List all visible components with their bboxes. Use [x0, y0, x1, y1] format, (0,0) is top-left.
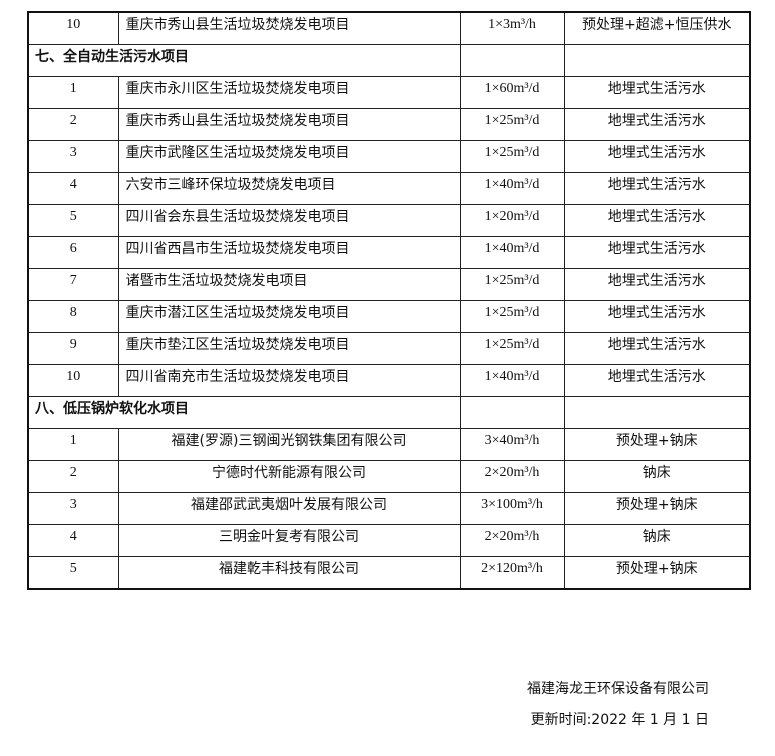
table-row: 1 重庆市永川区生活垃圾焚烧发电项目 1×60m³/d 地埋式生活污水 — [27, 76, 751, 109]
project-table: 10 重庆市秀山县生活垃圾焚烧发电项目 1×3m³/h 预处理+超滤+恒压供水 七、全自… — [27, 11, 751, 590]
project-name: 宁德时代新能源有限公司 — [117, 460, 461, 493]
process: 地埋式生活污水 — [563, 364, 751, 397]
table-row: 10 重庆市秀山县生活垃圾焚烧发电项目 1×3m³/h 预处理+超滤+恒压供水 — [27, 11, 751, 45]
process: 预处理+钠床 — [563, 492, 751, 525]
section-title: 八、低压锅炉软化水项目 — [27, 396, 461, 429]
table-row: 2 宁德时代新能源有限公司 2×20m³/h 钠床 — [27, 460, 751, 493]
row-number: 10 — [27, 364, 119, 397]
row-number: 2 — [27, 460, 119, 493]
row-number: 4 — [27, 172, 119, 205]
process: 预处理+钠床 — [563, 428, 751, 461]
project-name: 三明金叶复考有限公司 — [117, 524, 461, 557]
table-row: 4 三明金叶复考有限公司 2×20m³/h 钠床 — [27, 524, 751, 557]
table-row: 3 福建邵武武夷烟叶发展有限公司 3×100m³/h 预处理+钠床 — [27, 492, 751, 525]
table-row: 4 六安市三峰环保垃圾焚烧发电项目 1×40m³/d 地埋式生活污水 — [27, 172, 751, 205]
row-number: 9 — [27, 332, 119, 365]
project-name: 四川省西昌市生活垃圾焚烧发电项目 — [117, 236, 461, 269]
table-row: 5 福建乾丰科技有限公司 2×120m³/h 预处理+钠床 — [27, 556, 751, 590]
row-number: 8 — [27, 300, 119, 333]
capacity: 2×120m³/h — [459, 556, 565, 590]
section-header-row: 七、全自动生活污水项目 — [27, 44, 751, 77]
row-number: 5 — [27, 204, 119, 237]
capacity: 3×100m³/h — [459, 492, 565, 525]
section-title: 七、全自动生活污水项目 — [27, 44, 461, 77]
project-name: 重庆市永川区生活垃圾焚烧发电项目 — [117, 76, 461, 109]
project-name: 四川省南充市生活垃圾焚烧发电项目 — [117, 364, 461, 397]
capacity: 1×20m³/d — [459, 204, 565, 237]
process: 预处理+钠床 — [563, 556, 751, 590]
project-name: 福建(罗源)三钢闽光钢铁集团有限公司 — [117, 428, 461, 461]
table-row: 10 四川省南充市生活垃圾焚烧发电项目 1×40m³/d 地埋式生活污水 — [27, 364, 751, 397]
process: 钠床 — [563, 460, 751, 493]
process: 地埋式生活污水 — [563, 204, 751, 237]
row-number: 1 — [27, 76, 119, 109]
capacity: 1×40m³/d — [459, 236, 565, 269]
table-row: 1 福建(罗源)三钢闽光钢铁集团有限公司 3×40m³/h 预处理+钠床 — [27, 428, 751, 461]
project-name: 福建邵武武夷烟叶发展有限公司 — [117, 492, 461, 525]
capacity: 1×25m³/d — [459, 140, 565, 173]
process: 地埋式生活污水 — [563, 236, 751, 269]
project-name: 重庆市秀山县生活垃圾焚烧发电项目 — [117, 11, 461, 45]
process: 地埋式生活污水 — [563, 332, 751, 365]
capacity: 2×20m³/h — [459, 460, 565, 493]
empty-cell — [563, 396, 751, 429]
section-header-row: 八、低压锅炉软化水项目 — [27, 396, 751, 429]
company-name: 福建海龙王环保设备有限公司 — [527, 681, 709, 697]
table-row: 5 四川省会东县生活垃圾焚烧发电项目 1×20m³/d 地埋式生活污水 — [27, 204, 751, 237]
row-number: 6 — [27, 236, 119, 269]
row-number: 7 — [27, 268, 119, 301]
process: 地埋式生活污水 — [563, 76, 751, 109]
capacity: 1×40m³/d — [459, 172, 565, 205]
process: 钠床 — [563, 524, 751, 557]
project-name: 六安市三峰环保垃圾焚烧发电项目 — [117, 172, 461, 205]
process: 地埋式生活污水 — [563, 172, 751, 205]
row-number: 3 — [27, 492, 119, 525]
project-name: 重庆市武隆区生活垃圾焚烧发电项目 — [117, 140, 461, 173]
process: 地埋式生活污水 — [563, 140, 751, 173]
process: 地埋式生活污水 — [563, 300, 751, 333]
empty-cell — [459, 44, 565, 77]
update-date: 更新时间:2022 年 1 月 1 日 — [530, 712, 709, 728]
row-number: 2 — [27, 108, 119, 141]
capacity: 1×25m³/d — [459, 300, 565, 333]
project-name: 四川省会东县生活垃圾焚烧发电项目 — [117, 204, 461, 237]
project-name: 诸暨市生活垃圾焚烧发电项目 — [117, 268, 461, 301]
row-number: 1 — [27, 428, 119, 461]
capacity: 1×40m³/d — [459, 364, 565, 397]
capacity: 1×60m³/d — [459, 76, 565, 109]
table-row: 8 重庆市潜江区生活垃圾焚烧发电项目 1×25m³/d 地埋式生活污水 — [27, 300, 751, 333]
capacity: 3×40m³/h — [459, 428, 565, 461]
project-name: 福建乾丰科技有限公司 — [117, 556, 461, 590]
capacity: 1×25m³/d — [459, 268, 565, 301]
table-row: 9 重庆市垫江区生活垃圾焚烧发电项目 1×25m³/d 地埋式生活污水 — [27, 332, 751, 365]
capacity: 2×20m³/h — [459, 524, 565, 557]
process: 地埋式生活污水 — [563, 268, 751, 301]
process: 地埋式生活污水 — [563, 108, 751, 141]
row-number: 10 — [27, 11, 119, 45]
capacity: 1×25m³/d — [459, 108, 565, 141]
empty-cell — [563, 44, 751, 77]
table-row: 3 重庆市武隆区生活垃圾焚烧发电项目 1×25m³/d 地埋式生活污水 — [27, 140, 751, 173]
row-number: 3 — [27, 140, 119, 173]
capacity: 1×25m³/d — [459, 332, 565, 365]
empty-cell — [459, 396, 565, 429]
table-row: 2 重庆市秀山县生活垃圾焚烧发电项目 1×25m³/d 地埋式生活污水 — [27, 108, 751, 141]
row-number: 4 — [27, 524, 119, 557]
table-row: 6 四川省西昌市生活垃圾焚烧发电项目 1×40m³/d 地埋式生活污水 — [27, 236, 751, 269]
project-name: 重庆市秀山县生活垃圾焚烧发电项目 — [117, 108, 461, 141]
project-name: 重庆市潜江区生活垃圾焚烧发电项目 — [117, 300, 461, 333]
capacity: 1×3m³/h — [459, 11, 565, 45]
row-number: 5 — [27, 556, 119, 590]
table-row: 7 诸暨市生活垃圾焚烧发电项目 1×25m³/d 地埋式生活污水 — [27, 268, 751, 301]
process: 预处理+超滤+恒压供水 — [563, 11, 751, 45]
project-name: 重庆市垫江区生活垃圾焚烧发电项目 — [117, 332, 461, 365]
